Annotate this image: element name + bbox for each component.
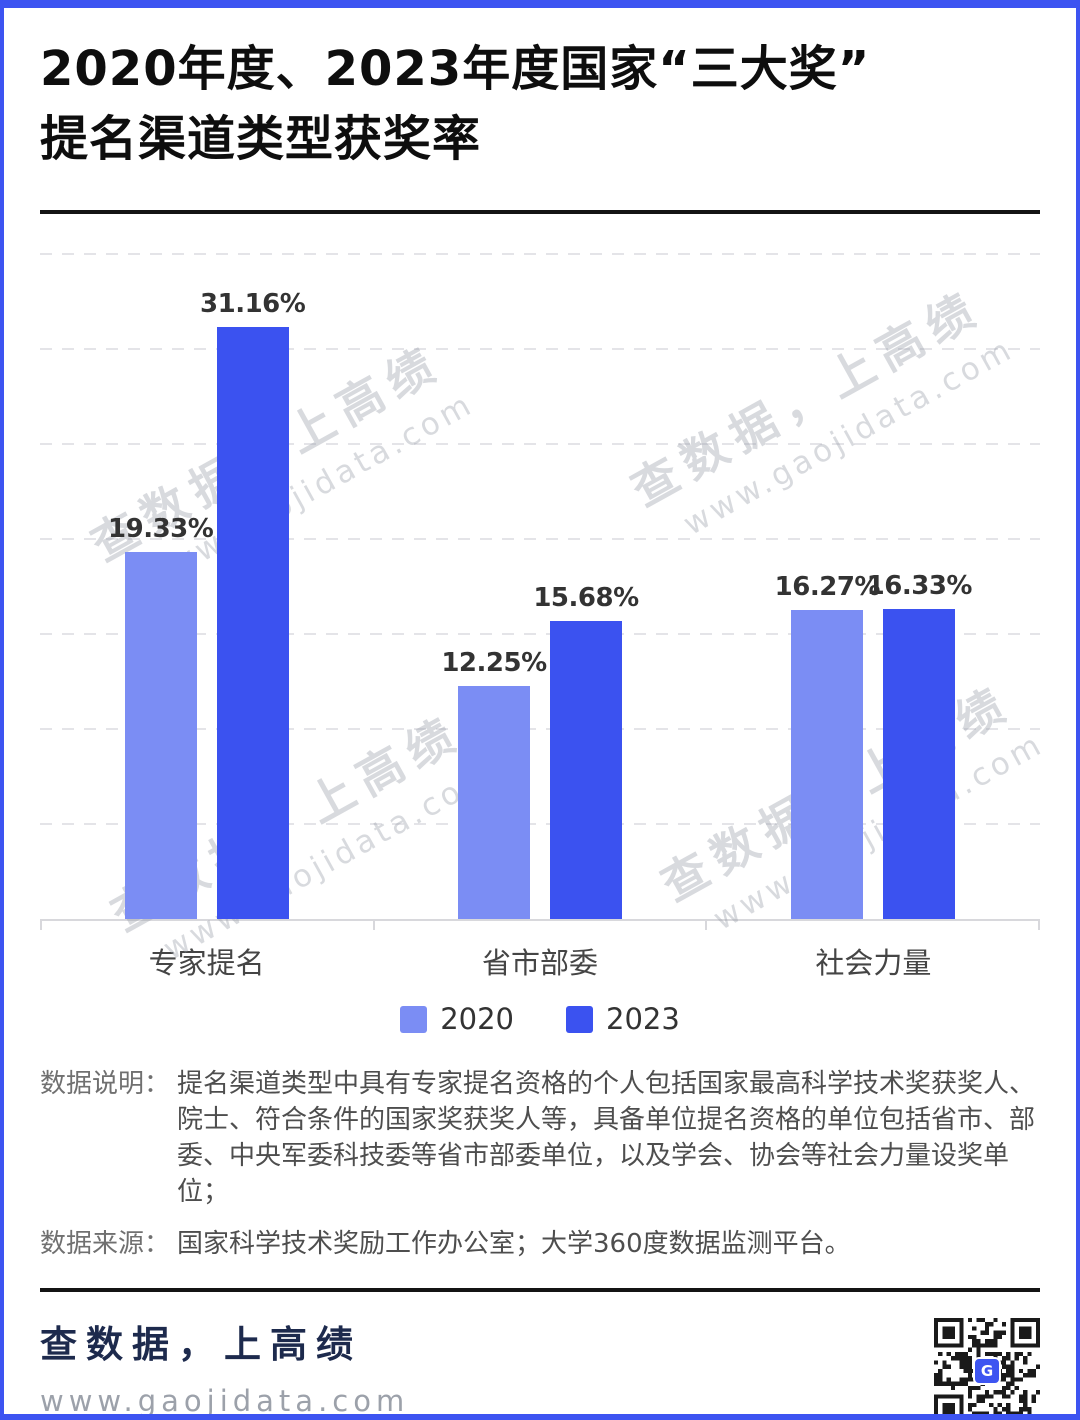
bar-column: 16.33%	[867, 571, 972, 919]
data-note-text: 提名渠道类型中具有专家提名资格的个人包括国家最高科学技术奖获奖人、院士、符合条件…	[177, 1069, 1036, 1207]
x-axis-tick	[40, 921, 42, 930]
bar-chart: 查数据，上高绩www.gaojidata.com查数据，上高绩www.gaoji…	[40, 253, 1050, 1036]
x-axis-tick	[1037, 921, 1040, 930]
bar-2020-1	[124, 551, 197, 919]
data-note-label: 数据说明：	[40, 1069, 171, 1099]
notes-section: 数据说明： 提名渠道类型中具有专家提名资格的个人包括国家最高科学技术奖获奖人、院…	[40, 1066, 1040, 1262]
gridline-25pct	[40, 443, 1040, 445]
bar-group-1: 19.33% 31.16%	[40, 289, 373, 919]
x-axis-tick-row	[40, 921, 1040, 930]
page-title: 2020年度、2023年度国家“三大奖” 提名渠道类型获奖率	[40, 34, 1040, 174]
legend-item-2020: 2020	[400, 1002, 514, 1036]
footer-divider	[40, 1288, 1040, 1292]
gridline-15pct	[40, 633, 1040, 635]
qr-center-logo: G	[973, 1357, 1001, 1385]
bar-column: 12.25%	[441, 648, 547, 919]
bar-groups: 19.33% 31.16% 12.25% 15.68% 16.27% 16.33%	[40, 254, 1040, 919]
bar-column: 15.68%	[533, 583, 639, 919]
category-label-3: 社会力量	[815, 946, 932, 980]
footer-slogan: 查数据，上高绩	[40, 1323, 362, 1366]
data-note-row: 数据说明： 提名渠道类型中具有专家提名资格的个人包括国家最高科学技术奖获奖人、院…	[40, 1066, 1040, 1210]
category-label-1: 专家提名	[148, 946, 265, 980]
category-label-2: 省市部委	[481, 946, 598, 980]
bar-group-2: 12.25% 15.68%	[373, 583, 706, 919]
legend-label-2023: 2023	[606, 1002, 680, 1036]
legend-swatch-2023	[566, 1005, 593, 1033]
x-axis-category-labels: 专家提名 省市部委 社会力量	[40, 940, 1040, 982]
data-source-row: 数据来源： 国家科学技术奖励工作办公室；大学360度数据监测平台。	[40, 1226, 1040, 1262]
bar-column: 16.27%	[775, 572, 880, 919]
footer: 查数据，上高绩 www.gaojidata.com G	[40, 1314, 1040, 1418]
bar-group-3: 16.27% 16.33%	[707, 571, 1040, 919]
bar-2020-2	[457, 686, 530, 919]
gridline-20pct	[40, 538, 1040, 540]
chart-legend: 2020 2023	[40, 1002, 1040, 1036]
bar-2020-3	[791, 609, 864, 919]
legend-swatch-2020	[400, 1005, 428, 1033]
gridline-30pct	[40, 348, 1040, 350]
bar-value-label-2020-3: 16.27%	[774, 571, 881, 602]
bar-value-label-2023-1: 31.16%	[200, 288, 306, 319]
bar-2023-3	[883, 608, 956, 919]
gridline-35pct	[40, 253, 1040, 255]
footer-website: www.gaojidata.com	[40, 1384, 410, 1418]
data-source-label: 数据来源：	[40, 1229, 171, 1259]
gridline-5pct	[40, 823, 1040, 825]
x-axis-tick	[705, 921, 708, 930]
legend-item-2023: 2023	[566, 1002, 680, 1036]
bar-value-label-2023-3: 16.33%	[866, 570, 973, 601]
qr-code: G	[934, 1318, 1040, 1414]
footer-brand-block: 查数据，上高绩 www.gaojidata.com	[40, 1314, 410, 1418]
bar-value-label-2020-2: 12.25%	[441, 648, 547, 679]
title-divider	[40, 210, 1040, 214]
data-source-text: 国家科学技术奖励工作办公室；大学360度数据监测平台。	[177, 1229, 851, 1259]
bar-value-label-2020-1: 19.33%	[108, 513, 214, 544]
plot-area: 查数据，上高绩www.gaojidata.com查数据，上高绩www.gaoji…	[40, 253, 1050, 968]
legend-label-2020: 2020	[440, 1002, 514, 1036]
bar-2023-2	[549, 621, 622, 919]
page-title-line2: 提名渠道类型获奖率	[40, 111, 482, 167]
page-title-line1: 2020年度、2023年度国家“三大奖”	[40, 41, 871, 97]
gridline-10pct	[40, 728, 1040, 730]
bar-2023-1	[216, 326, 289, 919]
bar-value-label-2023-2: 15.68%	[533, 583, 639, 614]
bar-column: 31.16%	[200, 289, 306, 919]
bar-column: 19.33%	[108, 514, 214, 919]
x-axis-tick	[372, 921, 375, 930]
